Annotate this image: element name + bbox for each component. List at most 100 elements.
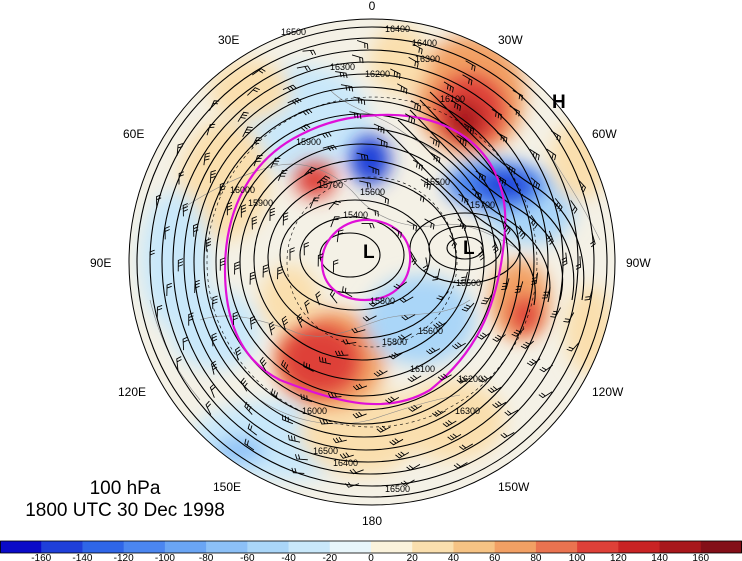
wind-barb — [282, 414, 294, 425]
wind-barb — [253, 155, 263, 167]
wind-barb — [405, 113, 416, 125]
wind-barb — [291, 467, 305, 474]
wind-barb — [281, 315, 289, 330]
wind-barb — [303, 166, 317, 176]
wind-barb — [480, 294, 493, 305]
lon-label-90w: 90W — [626, 256, 651, 270]
anomaly-shading-strong — [215, 75, 545, 462]
wind-barb — [407, 375, 422, 383]
wind-barb — [373, 369, 388, 377]
height-contour — [161, 49, 579, 475]
height-contour — [397, 119, 551, 303]
wind-barb — [426, 347, 441, 355]
wind-barb — [550, 307, 561, 318]
wind-barb — [471, 188, 482, 200]
wind-barb — [237, 111, 249, 122]
wind-barb — [277, 266, 283, 280]
wind-barb — [501, 278, 510, 290]
wind-barb — [244, 401, 253, 415]
colorbar-swatch — [618, 541, 661, 553]
wind-barb — [462, 74, 473, 86]
colorbar-tick-label: 40 — [448, 553, 460, 561]
contour-label: 15800 — [382, 337, 407, 347]
contour-label: 16200 — [365, 69, 390, 79]
wind-barb — [335, 71, 348, 79]
colorbar-tick-label: -160 — [31, 553, 51, 561]
wind-barb — [349, 111, 362, 120]
latitude-circle — [286, 176, 458, 348]
wind-barb — [339, 452, 354, 459]
wind-barb — [463, 123, 475, 135]
wind-barb — [332, 259, 339, 273]
wind-barb — [410, 251, 417, 266]
wind-barb — [451, 342, 466, 350]
wind-barb — [149, 249, 155, 263]
wind-barb — [491, 109, 502, 120]
wind-barb — [166, 282, 172, 297]
lon-label-150w: 150W — [498, 480, 530, 494]
height-contour — [419, 99, 575, 301]
wind-barb — [206, 123, 216, 136]
colorbar-tick-label: 120 — [610, 553, 627, 561]
lon-label-120w: 120W — [592, 385, 624, 399]
wind-barb — [178, 171, 185, 185]
height-contour — [446, 236, 484, 260]
lon-label-90e: 90E — [90, 256, 111, 270]
colorbar-tick-label: -140 — [72, 553, 92, 561]
wind-barb — [373, 123, 385, 134]
wind-barb — [327, 392, 342, 399]
wind-barb — [367, 207, 379, 217]
wind-barb — [461, 302, 475, 312]
wind-barb — [401, 314, 416, 321]
contour-label: 15500 — [425, 177, 450, 187]
wind-barb — [334, 350, 349, 357]
wind-barb — [234, 261, 240, 275]
wind-barb — [340, 84, 354, 92]
wind-barb — [296, 313, 304, 328]
colorbar-tick-label: -60 — [240, 553, 255, 561]
wind-barb — [156, 304, 163, 319]
colorbar-tick-label: -40 — [281, 553, 296, 561]
wind-barb — [281, 360, 290, 373]
contour-label: 15500 — [456, 278, 481, 288]
wind-barb — [491, 239, 499, 254]
lon-label-0: 0 — [369, 0, 376, 13]
height-contour — [429, 91, 585, 301]
colorbar-swatch — [371, 541, 413, 553]
height-contour — [279, 199, 431, 311]
wind-barb — [378, 193, 389, 205]
colorbar-swatch — [659, 541, 702, 553]
contour-label: 15700 — [318, 180, 343, 190]
colorbar-tick-label: 20 — [407, 553, 419, 561]
anomaly-blob — [260, 265, 320, 335]
contour-label: 16500 — [385, 484, 410, 494]
colorbar: -160 -140 -120 -100 -80 -60 -40 -20 0 20 40 60 80 100… — [0, 540, 742, 561]
wind-barb — [530, 215, 538, 229]
wind-barb — [420, 178, 431, 190]
wind-barb — [349, 468, 364, 475]
anomaly-core — [215, 438, 265, 462]
colorbar-swatch — [412, 541, 454, 553]
wind-barb — [570, 200, 578, 214]
wind-barb — [270, 157, 281, 169]
wind-barb — [315, 291, 321, 306]
wind-barb — [352, 383, 368, 391]
wind-barb — [526, 358, 541, 367]
anomaly-core — [511, 297, 539, 333]
wind-barb — [393, 281, 407, 290]
wind-barb — [399, 296, 414, 303]
height-contour — [385, 129, 536, 306]
wind-barb — [518, 225, 526, 240]
wind-barb — [289, 247, 295, 261]
wind-barb — [303, 241, 309, 256]
anomaly-blob — [365, 275, 475, 365]
wind-barb — [432, 409, 446, 417]
wind-barb — [504, 409, 519, 416]
colorbar-swatch — [535, 541, 578, 553]
latitude-circle — [206, 96, 538, 428]
wind-barb — [450, 99, 462, 111]
wind-barb — [554, 198, 563, 212]
wind-barb — [319, 418, 333, 425]
contour-label: 15700 — [470, 200, 495, 210]
contour-label: 15600 — [360, 187, 385, 197]
